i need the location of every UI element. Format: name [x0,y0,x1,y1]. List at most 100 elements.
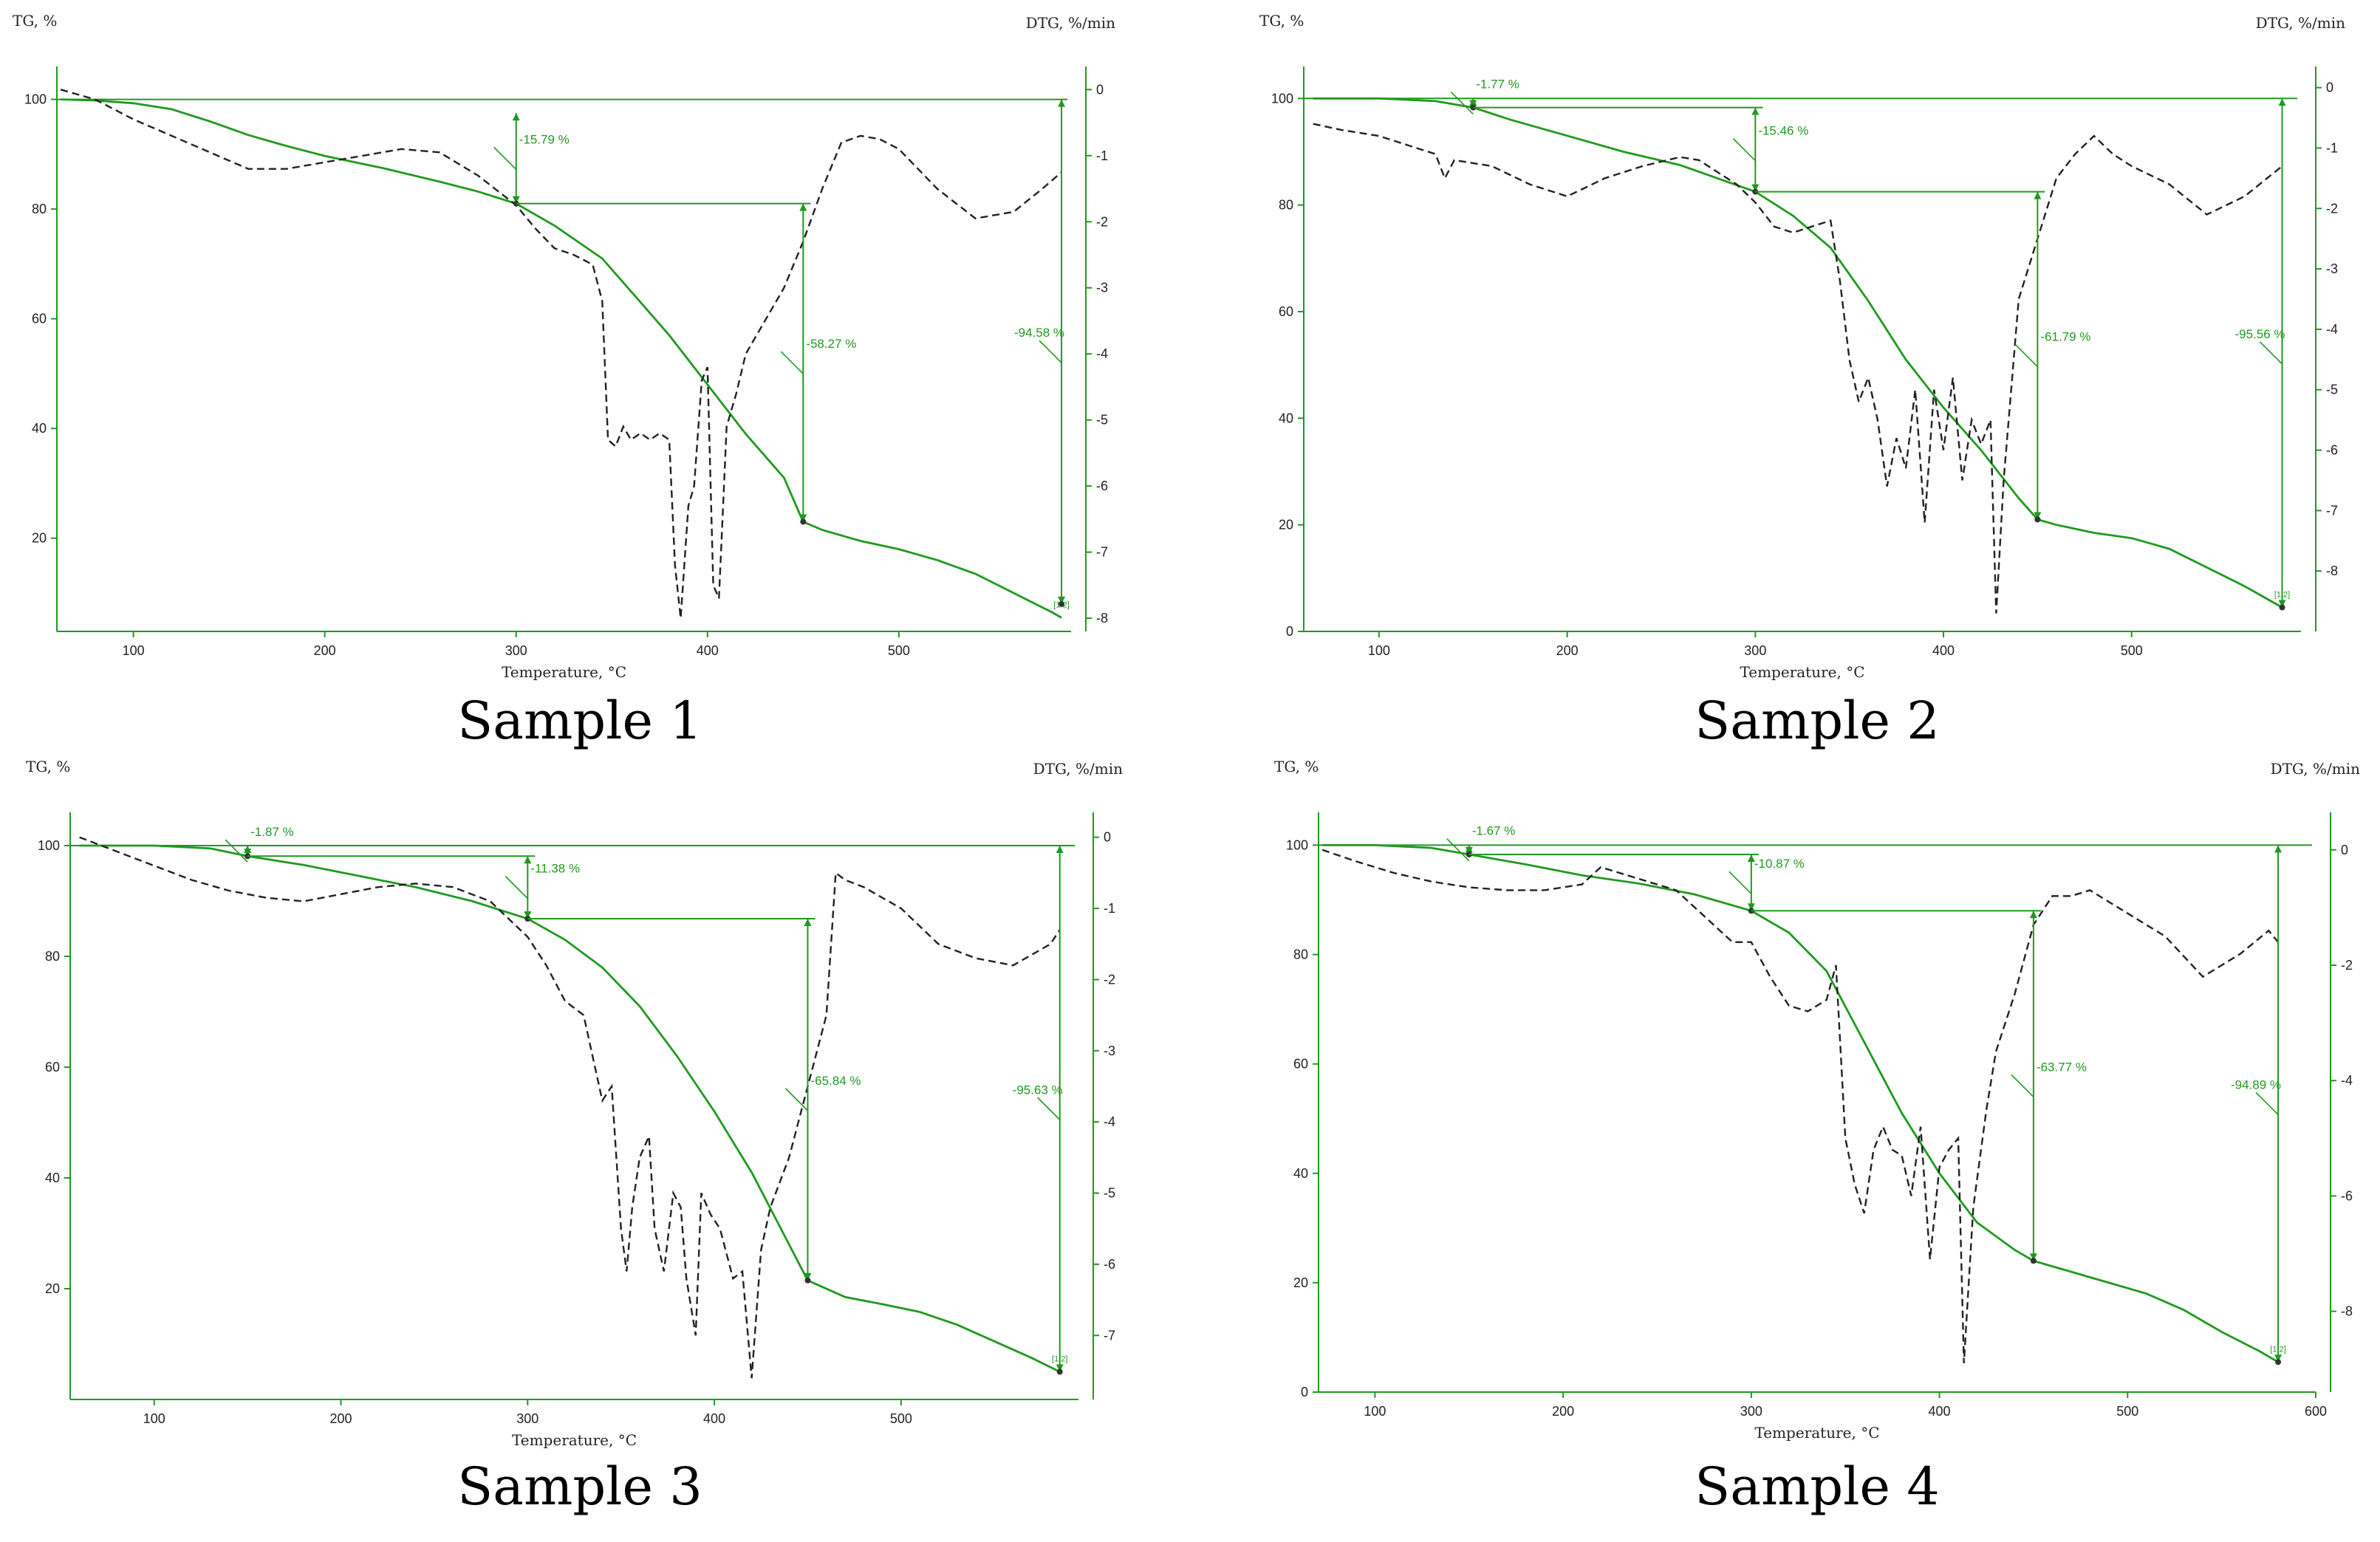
mass-loss-label: -1.67 % [1472,824,1516,838]
y2-tick-label: -6 [1104,1257,1115,1272]
step-arrow-head [1058,596,1066,604]
y2-tick-label: -8 [2341,1304,2353,1319]
dtg-series-line [1321,849,2280,1363]
y-axis-title: TG, % [26,758,70,775]
step-arrow-head [1058,99,1066,107]
y-tick-label: 40 [32,421,47,436]
y2-tick-label: -1 [1104,901,1115,916]
x-tick-label: 300 [1740,1404,1762,1419]
step-arrow-head [804,919,812,926]
y2-tick-label: 0 [1096,82,1104,97]
annotation-leader [1450,91,1474,115]
y-tick-label: 100 [24,92,47,107]
x-tick-label: 100 [123,643,145,658]
step-arrow-head [524,856,532,864]
mass-loss-label: -95.56 % [2234,327,2285,341]
step-arrow-head [1469,98,1477,106]
x-tick-label: 200 [1552,1404,1574,1419]
x-tick-label: 400 [1932,643,1955,658]
x-tick-label: 300 [1744,643,1766,658]
mass-loss-label: -58.27 % [806,337,856,351]
step-arrow-head [2034,512,2042,520]
y-tick-label: 40 [1279,411,1293,425]
tg-series-line [1313,97,2283,609]
x-tick-label: 400 [1929,1404,1951,1419]
annotation-leader [505,876,528,900]
y-tick-label: 80 [32,202,47,216]
annotation-leader [1039,340,1062,363]
step-arrow-head [1747,903,1755,911]
step-arrow-head [1751,107,1760,115]
y-tick-label: 60 [45,1060,60,1075]
step-arrow-head [799,203,807,211]
tg-series-line [79,844,1061,1373]
y2-axis-title: DTG, %/min [1033,760,1123,778]
mass-loss-label: -15.79 % [519,132,570,146]
y2-tick-label: -1 [2326,140,2338,155]
dtg-series-line [1313,123,2283,614]
y-axis-title: TG, % [13,12,57,30]
mass-loss-label: -10.87 % [1754,857,1805,871]
annotation-leader [225,839,248,863]
y-axis-title: TG, % [1259,12,1304,30]
y2-tick-label: -7 [2326,503,2338,518]
mass-loss-label: -63.77 % [2037,1060,2087,1074]
x-tick-label: 500 [888,643,910,658]
y-tick-label: 20 [1293,1275,1308,1290]
chart-panel-3: 100 200 300 400 500 20 40 60 80 100 0 -1 -2 -3 -4 -5 -6 -… [26,758,1123,1449]
y2-tick-label: -5 [1096,413,1108,428]
y2-tick-label: -2 [2341,958,2353,973]
y2-tick-label: 0 [2341,843,2348,857]
step-arrow-head [2029,911,2037,919]
y2-tick-label: -2 [1104,972,1115,987]
annotation-leader [2011,1074,2034,1097]
dtg-series-line [79,836,1061,1379]
x-tick-label: 500 [2121,643,2143,658]
y2-tick-label: -6 [2341,1188,2353,1203]
y2-axis-title: DTG, %/min [1026,14,1115,32]
step-arrow-head [804,1272,812,1281]
x-tick-label: 200 [330,1411,352,1426]
step-arrow-head [2278,600,2286,608]
y-tick-label: 80 [1293,948,1308,962]
y2-tick-label: -8 [1096,611,1108,626]
annotation-leader [1728,871,1752,894]
x-axis-title: Temperature, °C [502,663,626,681]
y2-tick-label: -3 [1096,281,1108,295]
y-tick-label: 0 [1286,624,1293,639]
sample-4-caption: Sample 4 [1695,1456,1940,1517]
x-tick-label: 600 [2305,1404,2327,1419]
y-axis-title: TG, % [1274,758,1319,775]
step-marker [1059,600,1065,607]
x-tick-label: 500 [890,1411,912,1426]
x-axis-title: Temperature, °C [1740,663,1864,681]
x-tick-label: 200 [314,643,336,658]
mass-loss-label: -1.77 % [1476,77,1519,91]
step-arrow-head [2274,1354,2282,1363]
y2-tick-label: 0 [1104,830,1111,845]
step-arrow-head [1465,845,1473,853]
annotation-leader [2259,341,2283,365]
y-tick-label: 0 [1301,1385,1308,1399]
end-label: [1.2] [2270,1345,2285,1354]
y2-tick-label: -4 [2326,322,2338,337]
step-marker [2034,516,2041,523]
tg-series-line [61,98,1062,619]
y-tick-label: 20 [32,531,47,546]
step-arrow-head [1056,846,1064,853]
step-arrow-head [244,846,252,853]
step-arrow-head [2034,191,2042,199]
y2-tick-label: -2 [1096,214,1108,229]
y2-tick-label: -6 [1096,479,1108,493]
x-tick-label: 500 [2116,1404,2138,1419]
x-tick-label: 100 [143,1411,165,1426]
step-arrow-head [512,196,520,204]
y-tick-label: 20 [1279,518,1293,532]
x-tick-label: 300 [516,1411,538,1426]
end-label: [1.2] [1053,600,1069,609]
mass-loss-label: -94.58 % [1014,326,1064,340]
annotation-leader [784,1088,809,1111]
annotation-leader [493,146,517,170]
step-marker [2275,1359,2282,1365]
